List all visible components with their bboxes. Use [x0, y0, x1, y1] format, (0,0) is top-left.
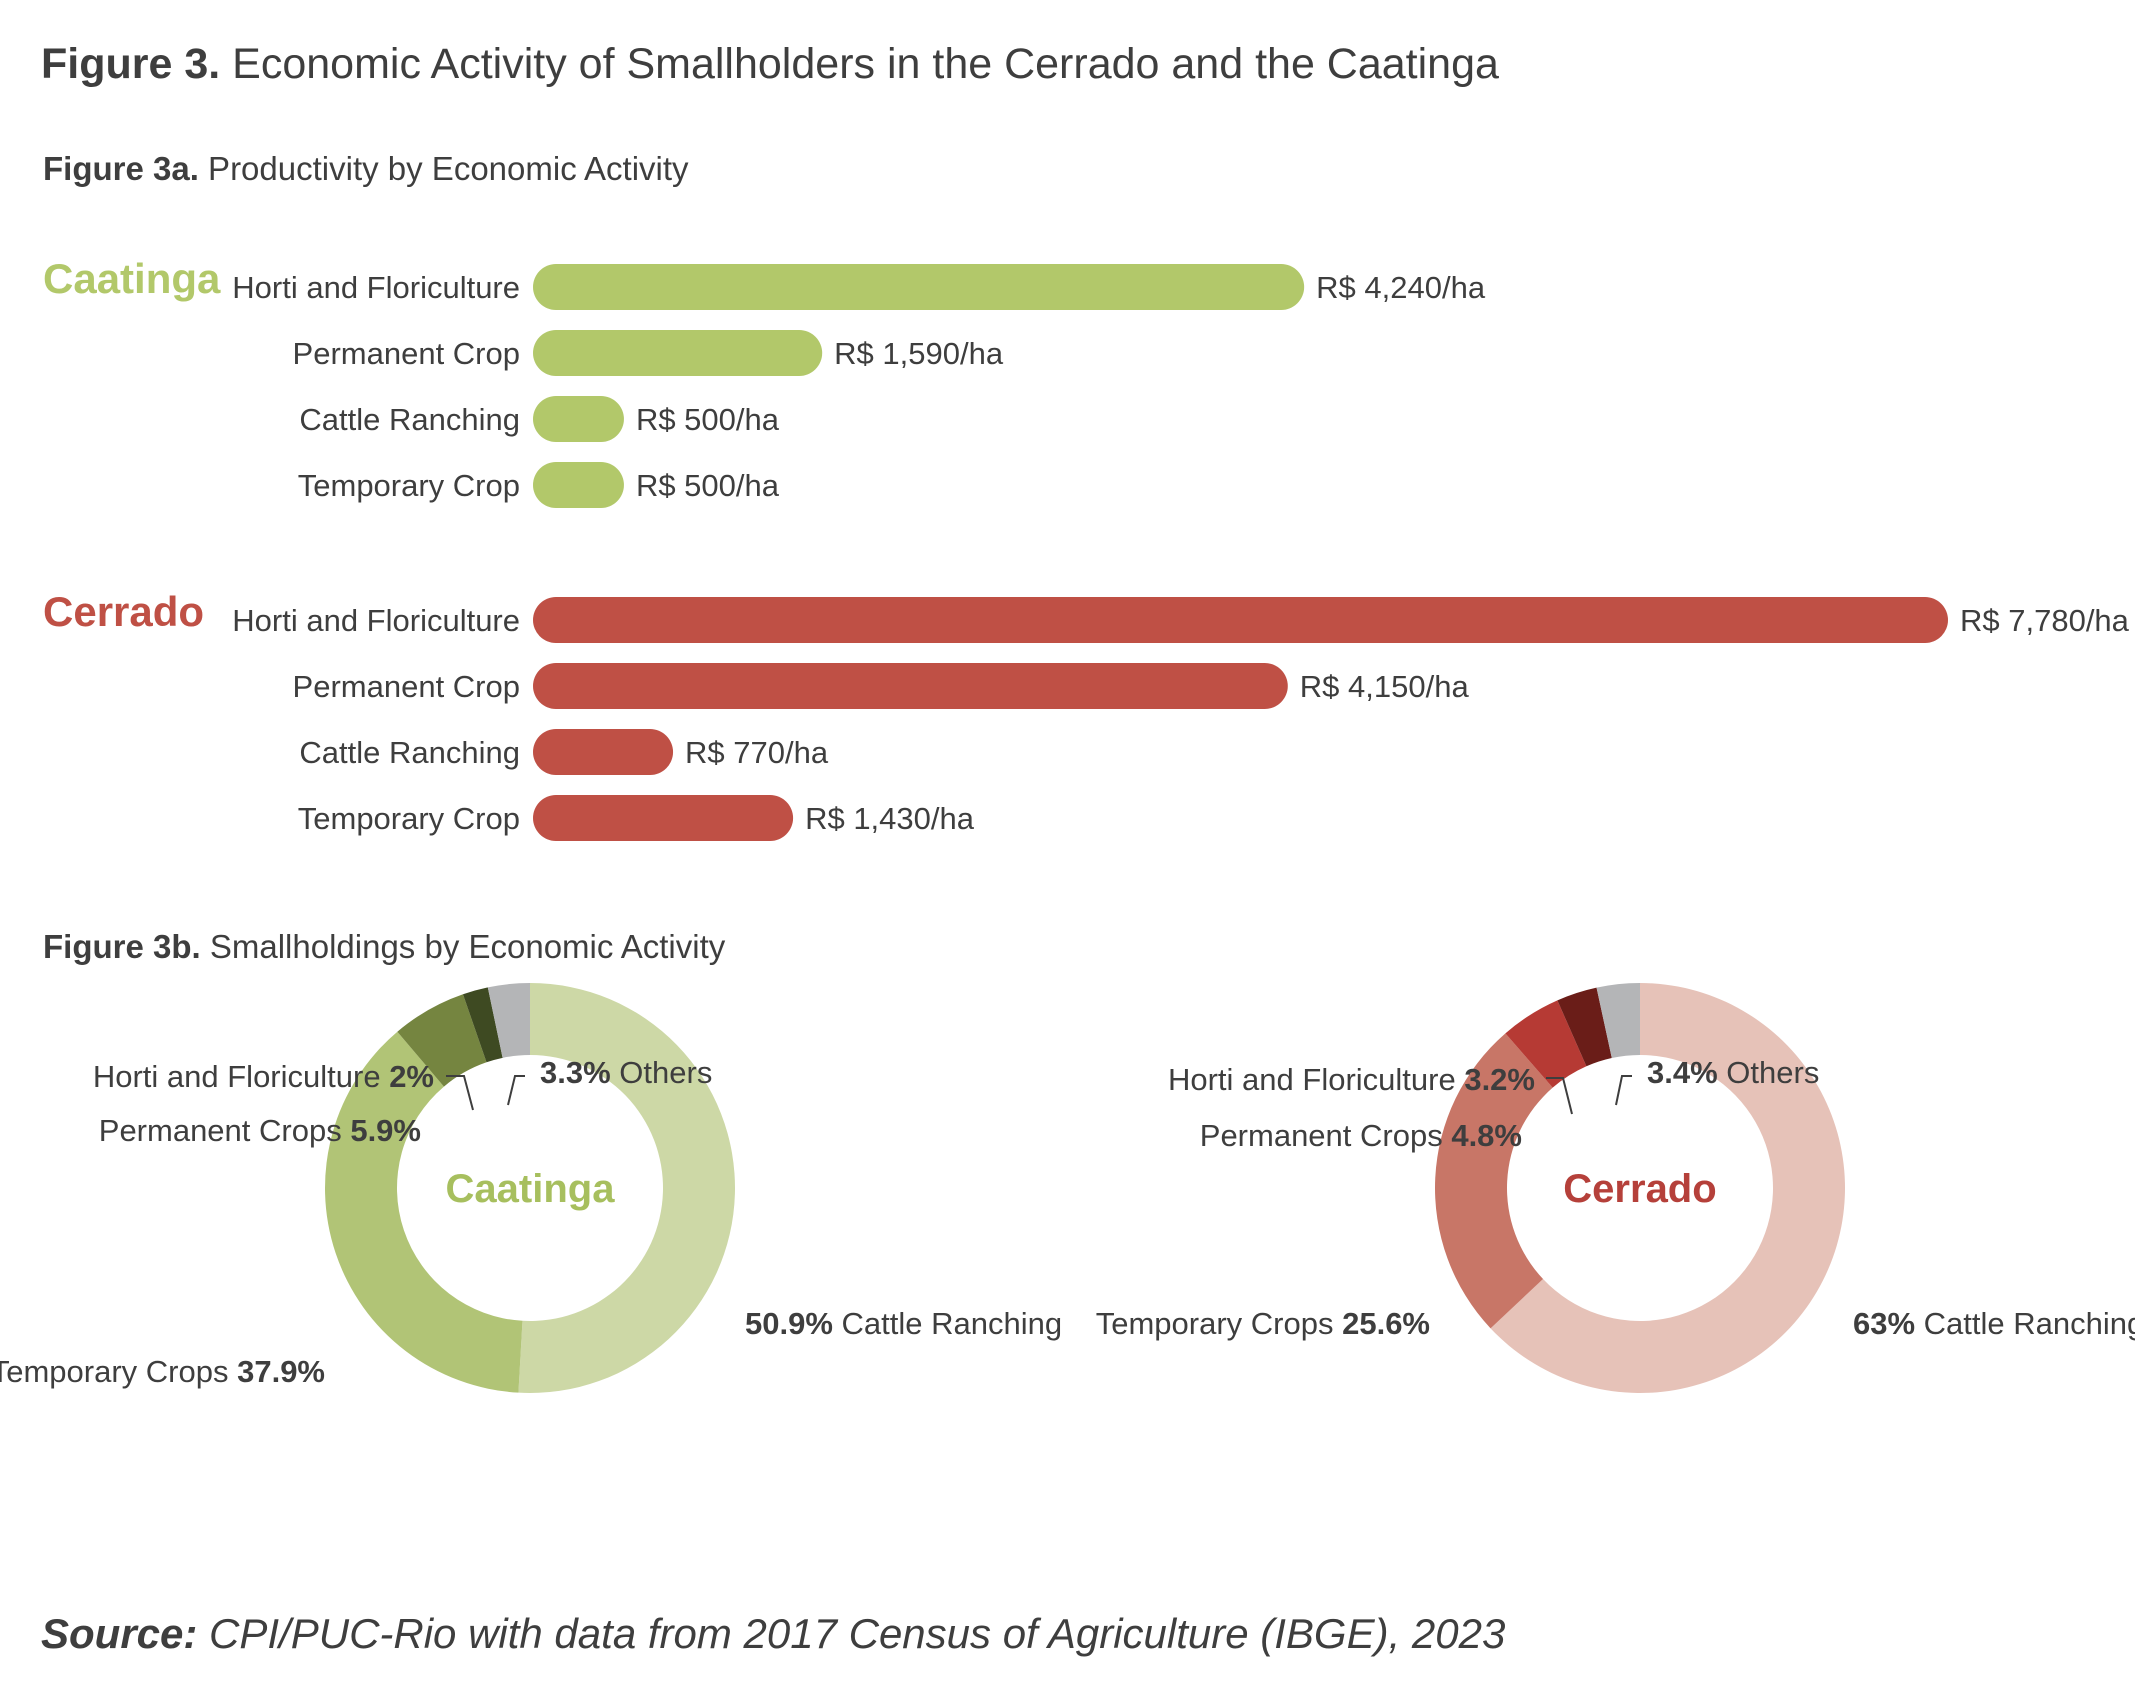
donut-label-name: Permanent Crops — [99, 1113, 351, 1148]
figure-3a-subtitle: Figure 3a. Productivity by Economic Acti… — [43, 150, 689, 187]
donut-center-label-caatinga: Caatinga — [446, 1167, 616, 1211]
donut-label-percent: 3.3% — [540, 1055, 611, 1090]
bar-cerrado-horti-and-floriculture — [533, 597, 1948, 643]
group-label-cerrado: Cerrado — [43, 588, 204, 635]
bar-category-label: Permanent Crop — [293, 336, 520, 371]
source-note: Source: CPI/PUC-Rio with data from 2017 … — [41, 1610, 1506, 1657]
donut-label-name: Others — [611, 1055, 713, 1090]
donut-label-percent: 4.8% — [1451, 1118, 1522, 1153]
donut-label-temporary-crops: Temporary Crops 37.9% — [0, 1354, 325, 1389]
donut-center-label-cerrado: Cerrado — [1563, 1167, 1716, 1211]
donut-caatinga-slice-horti-and-floriculture — [462, 987, 503, 1063]
bar-category-label: Temporary Crop — [298, 468, 520, 503]
donut-label-percent: 25.6% — [1342, 1306, 1430, 1341]
donut-caatinga-slice-permanent-crops — [397, 994, 487, 1087]
leader-line-others — [1615, 1075, 1632, 1106]
donut-label-percent: 2% — [389, 1059, 434, 1094]
donut-label-cattle-ranching: 50.9% Cattle Ranching — [745, 1306, 1062, 1341]
leader-line-others — [507, 1075, 525, 1106]
donut-cerrado-slice-temporary-crops — [1435, 1033, 1553, 1329]
donut-label-permanent-crops: Permanent Crops 4.8% — [1200, 1118, 1522, 1153]
donut-label-cattle-ranching: 63% Cattle Ranching — [1853, 1306, 2135, 1341]
donut-label-percent: 3.4% — [1647, 1055, 1718, 1090]
donut-caatinga-slice-temporary-crops — [324, 1031, 523, 1393]
figure-title: Figure 3. Economic Activity of Smallhold… — [41, 40, 1499, 88]
donut-label-name: Permanent Crops — [1200, 1118, 1452, 1153]
donut-label-name: Temporary Crops — [1096, 1306, 1342, 1341]
bar-category-label: Cattle Ranching — [299, 402, 520, 437]
leader-line-horti-and-floriculture — [446, 1075, 474, 1111]
donut-label-horti-and-floriculture: Horti and Floriculture 3.2% — [1168, 1062, 1535, 1097]
donut-label-horti-and-floriculture: Horti and Floriculture 2% — [93, 1059, 434, 1094]
bar-caatinga-temporary-crop — [533, 462, 624, 508]
group-label-caatinga: Caatinga — [43, 255, 221, 302]
bar-value-label: R$ 1,590/ha — [834, 336, 1004, 371]
bar-value-label: R$ 500/ha — [636, 468, 780, 503]
donut-label-permanent-crops: Permanent Crops 5.9% — [99, 1113, 421, 1148]
donut-cerrado-slice-cattle-ranching — [1490, 983, 1846, 1393]
bar-category-label: Permanent Crop — [293, 669, 520, 704]
donut-label-name: Cattle Ranching — [1915, 1306, 2135, 1341]
donut-label-name: Horti and Floriculture — [1168, 1062, 1464, 1097]
donut-cerrado-slice-others — [1596, 983, 1640, 1059]
donut-label-name: Others — [1718, 1055, 1820, 1090]
bar-cerrado-cattle-ranching — [533, 729, 674, 775]
bar-value-label: R$ 7,780/ha — [1960, 603, 2130, 638]
bar-value-label: R$ 1,430/ha — [805, 801, 975, 836]
bar-caatinga-permanent-crop — [533, 330, 823, 376]
bar-value-label: R$ 500/ha — [636, 402, 780, 437]
donut-label-percent: 50.9% — [745, 1306, 833, 1341]
donut-label-others: 3.3% Others — [540, 1055, 712, 1090]
donut-label-percent: 5.9% — [350, 1113, 421, 1148]
donut-label-name: Horti and Floriculture — [93, 1059, 389, 1094]
donut-caatinga-slice-others — [487, 983, 530, 1058]
bar-category-label: Horti and Floriculture — [232, 603, 520, 638]
donut-label-percent: 37.9% — [237, 1354, 325, 1389]
bar-value-label: R$ 770/ha — [685, 735, 829, 770]
bar-category-label: Horti and Floriculture — [232, 270, 520, 305]
bar-category-label: Temporary Crop — [298, 801, 520, 836]
donut-cerrado-slice-permanent-crops — [1505, 1000, 1587, 1088]
figure-3b-subtitle: Figure 3b. Smallholdings by Economic Act… — [43, 928, 726, 965]
leader-line-horti-and-floriculture — [1546, 1077, 1573, 1115]
donut-label-percent: 63% — [1853, 1306, 1915, 1341]
bar-cerrado-temporary-crop — [533, 795, 794, 841]
donut-label-name: Temporary Crops — [0, 1354, 237, 1389]
bar-cerrado-permanent-crop — [533, 663, 1288, 709]
donut-label-percent: 3.2% — [1464, 1062, 1535, 1097]
donut-cerrado-slice-horti-and-floriculture — [1557, 987, 1612, 1067]
donut-label-temporary-crops: Temporary Crops 25.6% — [1096, 1306, 1430, 1341]
bar-category-label: Cattle Ranching — [299, 735, 520, 770]
donut-label-others: 3.4% Others — [1647, 1055, 1819, 1090]
donut-label-name: Cattle Ranching — [833, 1306, 1062, 1341]
bar-caatinga-cattle-ranching — [533, 396, 624, 442]
bar-value-label: R$ 4,240/ha — [1316, 270, 1486, 305]
donut-caatinga-slice-cattle-ranching — [518, 983, 735, 1393]
bar-caatinga-horti-and-floriculture — [533, 264, 1305, 310]
bar-value-label: R$ 4,150/ha — [1300, 669, 1470, 704]
